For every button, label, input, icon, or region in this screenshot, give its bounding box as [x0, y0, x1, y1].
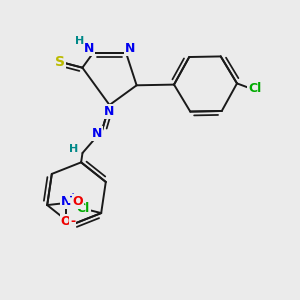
Text: N: N — [92, 127, 102, 140]
Text: Cl: Cl — [76, 202, 90, 215]
Text: O: O — [61, 215, 71, 228]
Text: -: - — [70, 215, 75, 228]
Text: S: S — [55, 55, 65, 69]
Text: N: N — [104, 105, 115, 118]
Text: N: N — [61, 195, 71, 208]
Text: Cl: Cl — [248, 82, 262, 95]
Text: H: H — [70, 144, 79, 154]
Text: N: N — [84, 41, 94, 55]
Text: N: N — [125, 41, 135, 55]
Text: O: O — [73, 195, 83, 208]
Text: H: H — [75, 36, 84, 46]
Text: +: + — [69, 192, 77, 202]
